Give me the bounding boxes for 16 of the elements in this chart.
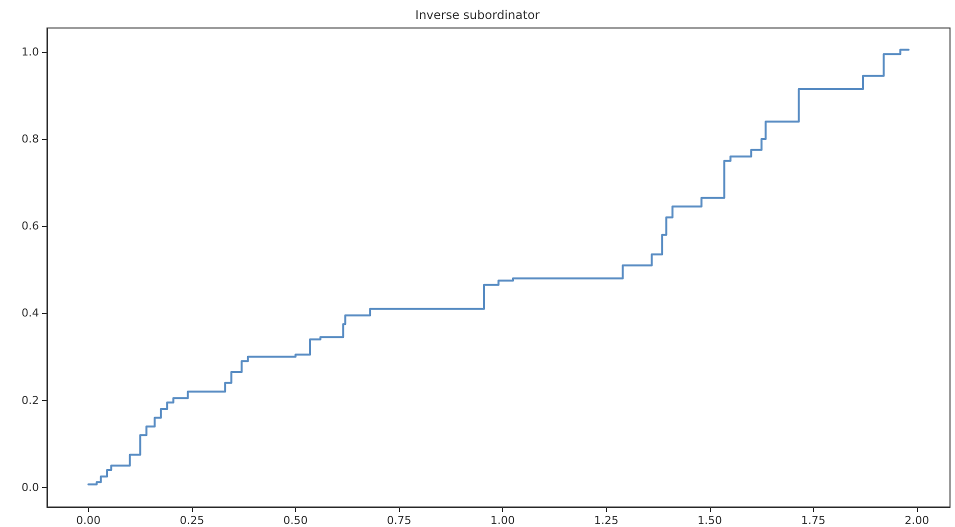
y-tick-label: 0.8	[22, 132, 39, 146]
x-tick-label: 2.00	[904, 514, 930, 527]
x-tick-label: 1.25	[594, 514, 618, 527]
y-tick-label: 0.0	[22, 480, 39, 494]
y-tick-label: 1.0	[22, 45, 39, 58]
x-tick-label: 0.00	[76, 514, 101, 527]
x-tick-label: 0.75	[386, 514, 412, 527]
x-tick-label: 0.50	[283, 514, 308, 527]
y-tick-label: 0.2	[22, 394, 39, 407]
x-tick-label: 0.25	[180, 514, 204, 527]
x-tick-label: 1.50	[698, 514, 722, 527]
x-tick-label: 1.75	[801, 514, 826, 527]
chart-title: Inverse subordinator	[415, 8, 540, 22]
y-tick-label: 0.4	[22, 306, 39, 320]
x-tick-label: 1.00	[490, 514, 515, 527]
y-tick-label: 0.6	[22, 220, 39, 233]
